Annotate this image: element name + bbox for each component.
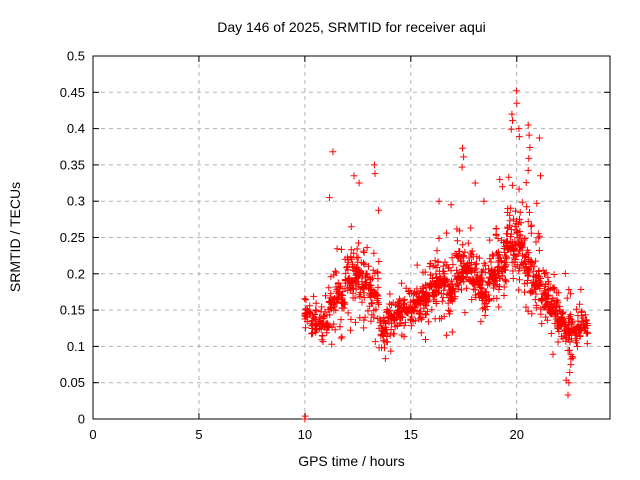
y-tick-label: 0.35 <box>60 157 85 172</box>
x-tick-label: 10 <box>298 427 312 442</box>
y-tick-label: 0.5 <box>67 49 85 64</box>
y-tick-label: 0.45 <box>60 85 85 100</box>
y-tick-label: 0.1 <box>67 339 85 354</box>
x-tick-label: 0 <box>89 427 96 442</box>
y-tick-label: 0.25 <box>60 230 85 245</box>
tick-labels: 0 5 10 15 20 0 0.05 0.1 0.15 0.2 0.25 0.3 0.35 0.4 0.4… <box>60 49 524 443</box>
x-tick-label: 5 <box>195 427 202 442</box>
x-axis-label: GPS time / hours <box>298 453 405 469</box>
y-tick-label: 0 <box>78 412 85 427</box>
chart-title: Day 146 of 2025, SRMTID for receiver aqu… <box>217 19 486 35</box>
y-tick-label: 0.15 <box>60 303 85 318</box>
y-tick-label: 0.05 <box>60 375 85 390</box>
x-tick-label: 20 <box>510 427 524 442</box>
y-tick-label: 0.4 <box>67 121 85 136</box>
y-tick-label: 0.2 <box>67 266 85 281</box>
x-tick-label: 15 <box>404 427 418 442</box>
gridlines <box>93 56 610 419</box>
scatter-points <box>301 87 592 423</box>
y-tick-label: 0.3 <box>67 194 85 209</box>
